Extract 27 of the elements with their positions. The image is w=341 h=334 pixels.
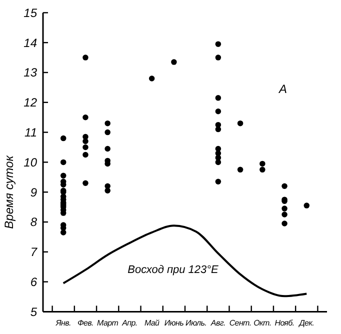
x-tick-label: Окт. xyxy=(254,318,272,328)
annotation: Восход при 123°E xyxy=(128,264,220,276)
y-tick-label: 5 xyxy=(30,304,38,319)
y-tick-label: 9 xyxy=(30,185,38,200)
y-axis-title: Время суток xyxy=(2,154,16,229)
annotation: A xyxy=(278,82,288,96)
x-tick-label: Авг. xyxy=(210,318,226,328)
y-tick-label: 12 xyxy=(24,96,38,110)
x-tick-label: Май xyxy=(144,318,160,328)
x-tick-label: Июнь xyxy=(164,318,184,328)
y-tick-label: 6 xyxy=(30,275,38,289)
x-tick-label: Янв. xyxy=(54,318,71,328)
x-tick-label: Июль. xyxy=(186,318,207,328)
x-tick-label: Март xyxy=(97,318,119,328)
x-tick-label: Сент. xyxy=(229,318,252,328)
y-tick-label: 14 xyxy=(24,36,38,50)
line-series xyxy=(62,224,308,298)
y-tick-label: 8 xyxy=(30,215,38,230)
y-tick-label: 10 xyxy=(24,155,38,170)
y-tick-label: 13 xyxy=(24,66,38,80)
y-tick-label: 15 xyxy=(24,6,38,20)
x-tick-label: Фев. xyxy=(77,318,94,328)
y-tick-label: 11 xyxy=(24,126,37,140)
y-tick-label: 7 xyxy=(30,245,38,260)
x-tick-label: Нояб. xyxy=(274,318,294,328)
x-tick-label: Дек. xyxy=(298,318,314,328)
x-tick-label: Апр. xyxy=(121,318,138,328)
